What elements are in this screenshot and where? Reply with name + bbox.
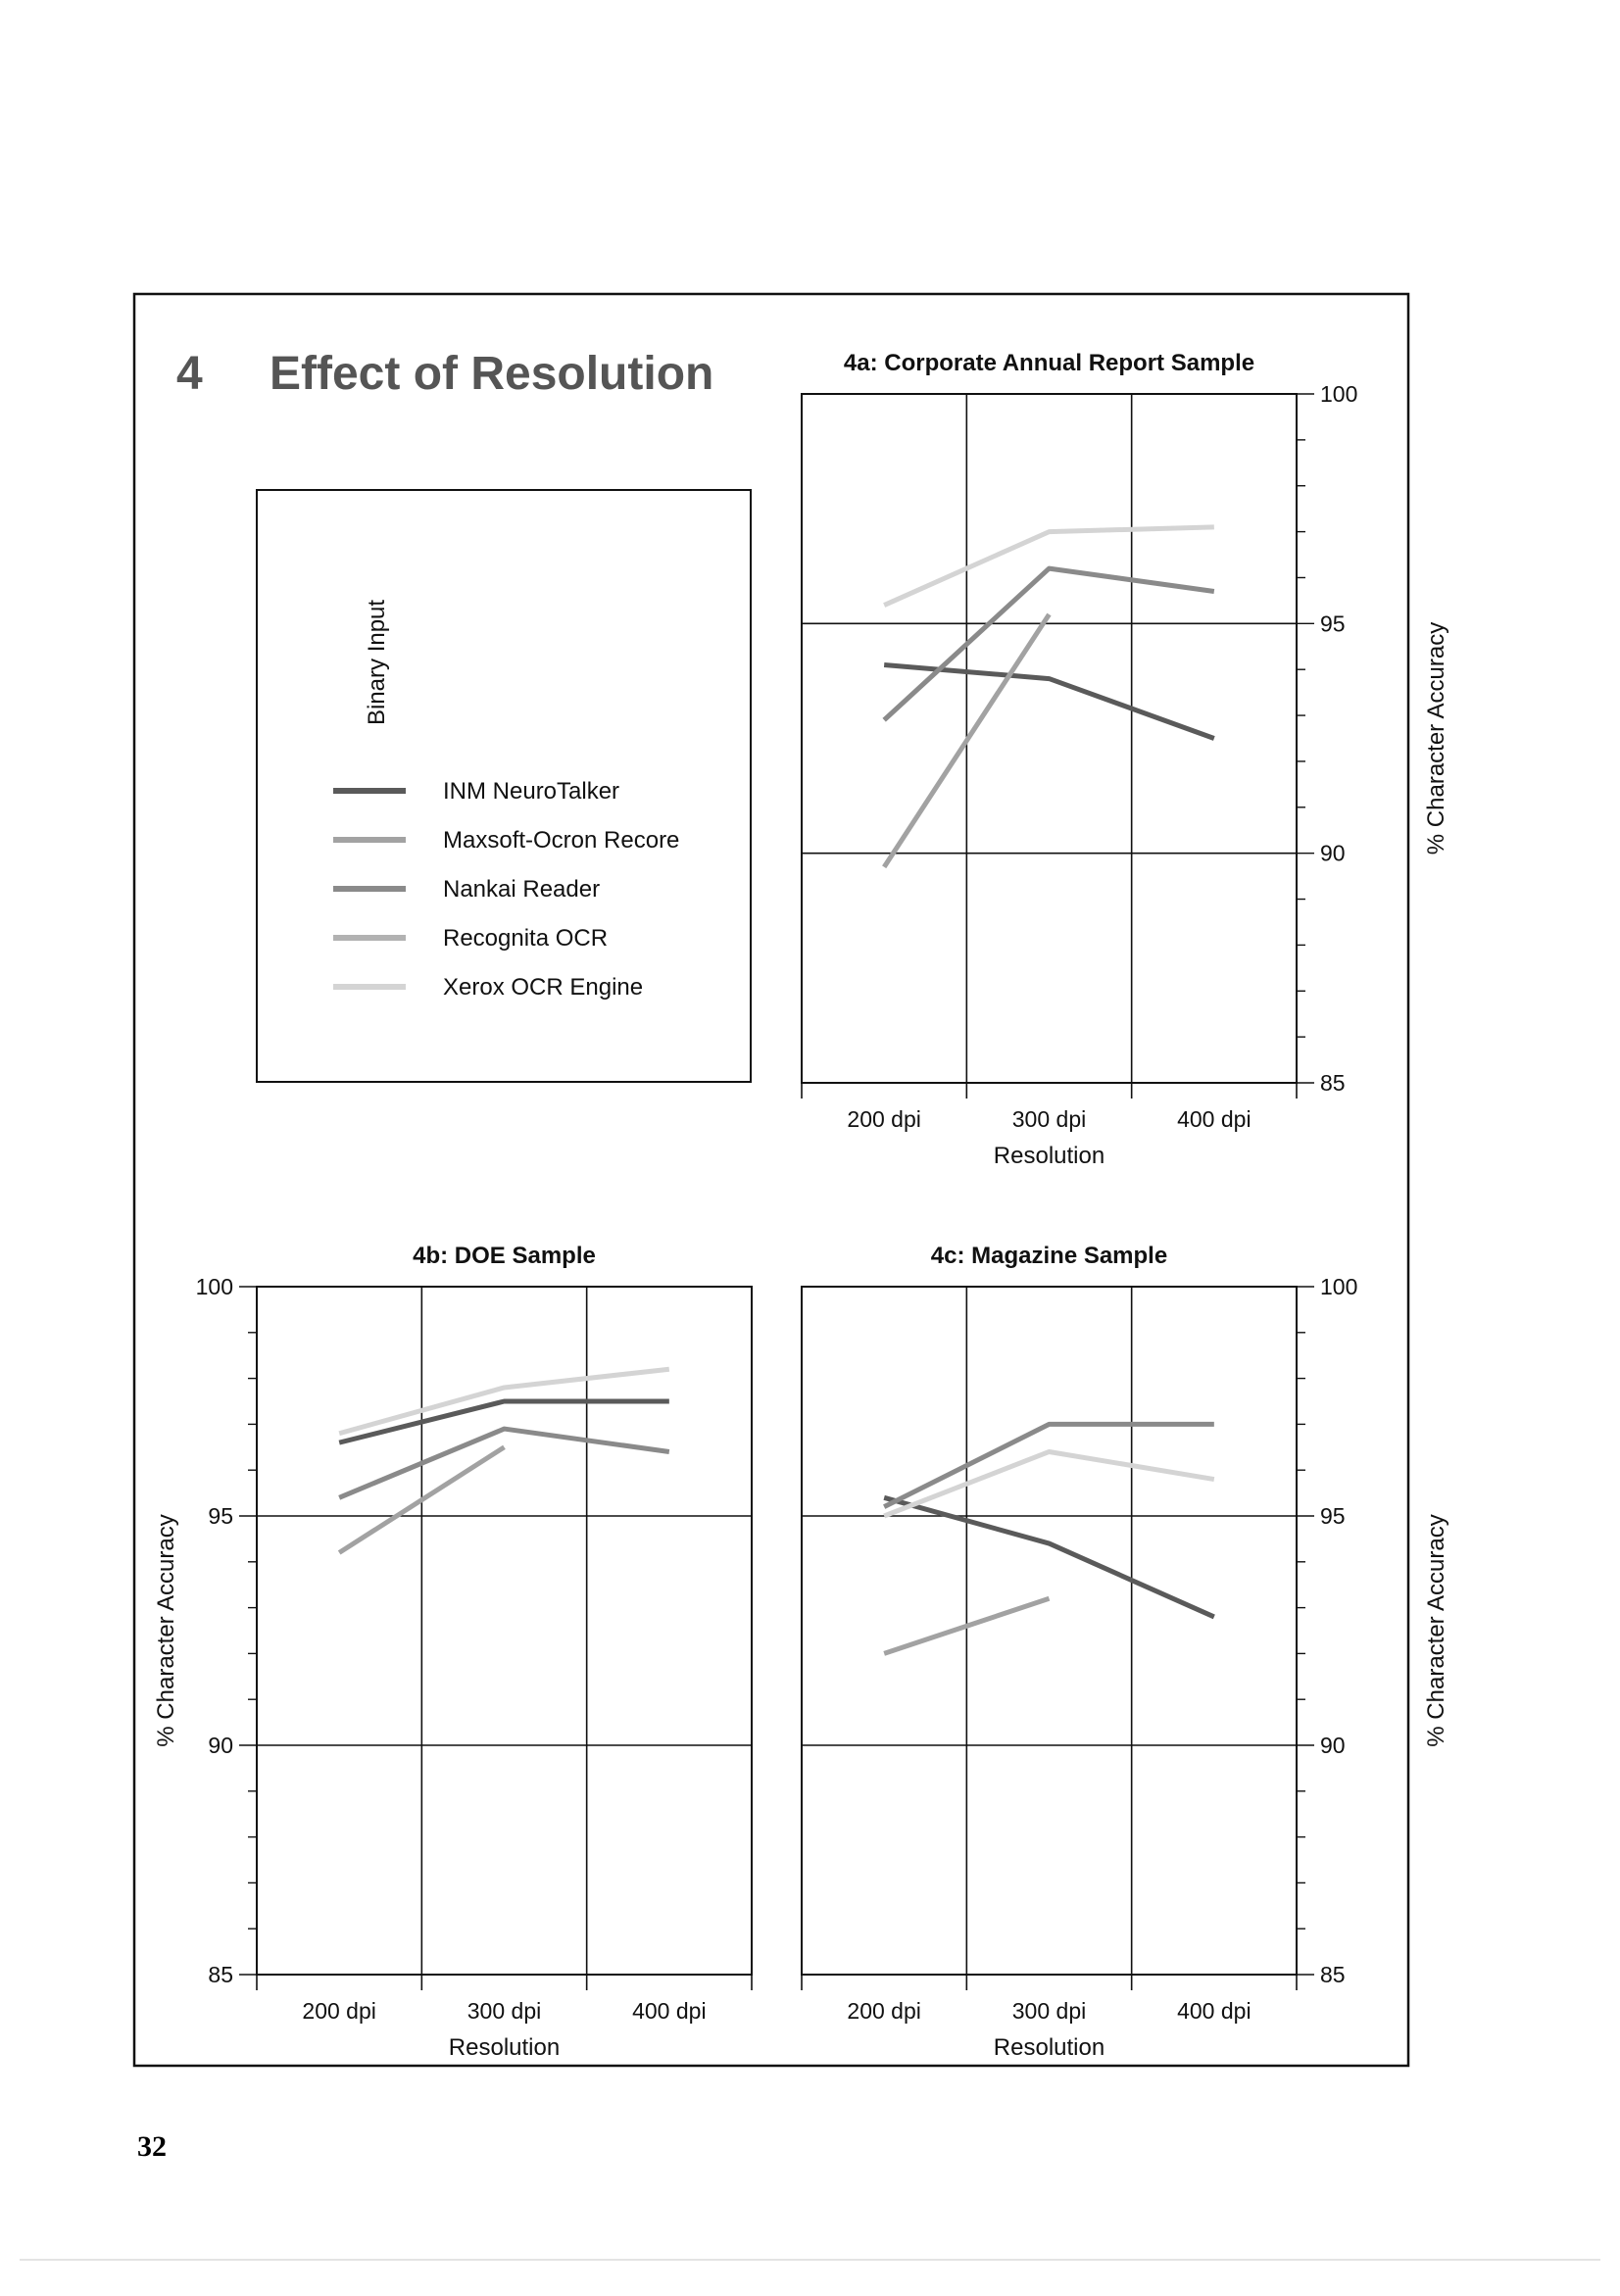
plot-area (256, 1286, 753, 1976)
plot-area (801, 393, 1298, 1084)
chart-title: 4c: Magazine Sample (931, 1243, 1167, 1269)
series-line-nankai-reader (338, 1426, 670, 1500)
section-title: Effect of Resolution (270, 348, 713, 400)
x-tick-label: 200 dpi (847, 1998, 920, 2024)
series-line-xerox-ocr-engine (883, 1448, 1215, 1519)
y-tick-label: 95 (1320, 611, 1346, 636)
series-line-inm-neurotalker (338, 1398, 669, 1445)
y-tick-label: 90 (208, 1733, 233, 1758)
x-tick-label: 300 dpi (467, 1998, 541, 2024)
series-line-nankai-reader (883, 1421, 1214, 1509)
y-axis-label: % Character Accuracy (153, 1514, 179, 1746)
series-line-inm-neurotalker (883, 1494, 1215, 1620)
x-tick-label: 300 dpi (1012, 1998, 1086, 2024)
chart-title: 4a: Corporate Annual Report Sample (844, 350, 1254, 376)
chart-4a: 4a: Corporate Annual Report Sample 200 dp… (801, 350, 1449, 1169)
x-tick-label: 200 dpi (847, 1106, 920, 1132)
series-line-xerox-ocr-engine (338, 1366, 670, 1437)
y-tick-label: 85 (208, 1962, 233, 1987)
x-axis-label: Resolution (994, 2034, 1105, 2061)
legend-heading: Binary Input (364, 600, 390, 725)
y-tick-label: 100 (196, 1274, 233, 1299)
legend-label-recognita-ocr: Recognita OCR (443, 925, 608, 952)
y-tick-label: 100 (1320, 1274, 1357, 1299)
y-tick-label: 90 (1320, 1733, 1346, 1758)
y-tick-label: 95 (1320, 1503, 1346, 1529)
series-line-maxsoft-ocron-recore (883, 1595, 1051, 1656)
legend-box (256, 489, 752, 1083)
series-line-xerox-ocr-engine (883, 524, 1214, 608)
series-line-maxsoft-ocron-recore (337, 1444, 506, 1555)
y-tick-label: 100 (1320, 381, 1357, 407)
chart-4b: 4b: DOE Sample 200 dpi 300 dpi 400 dpi Resol… (153, 1243, 753, 2061)
y-tick-label: 95 (208, 1503, 233, 1529)
page-number: 32 (137, 2130, 167, 2163)
y-tick-label: 85 (1320, 1070, 1346, 1096)
x-tick-label: 400 dpi (1177, 1106, 1251, 1132)
x-tick-label: 400 dpi (1177, 1998, 1251, 2024)
legend-label-maxsoft-ocron-recore: Maxsoft-Ocron Recore (443, 827, 679, 854)
legend-label-xerox-ocr-engine: Xerox OCR Engine (443, 974, 643, 1001)
plot-area (801, 1286, 1298, 1976)
legend-items: INM NeuroTalker Maxsoft-Ocron Recore Nanka… (333, 778, 679, 1001)
section-number: 4 (176, 348, 203, 400)
chart-4c: 4c: Magazine Sample 200 dpi 300 dpi 400 dpi… (801, 1243, 1449, 2061)
legend: Binary Input INM NeuroTalker Maxsoft-Ocro… (256, 489, 752, 1083)
y-axis-label: % Character Accuracy (1423, 1514, 1449, 1746)
series-line-maxsoft-ocron-recore (882, 612, 1052, 869)
x-tick-label: 200 dpi (302, 1998, 375, 2024)
legend-label-nankai-reader: Nankai Reader (443, 876, 600, 903)
y-axis-label: % Character Accuracy (1423, 622, 1449, 855)
x-axis-label: Resolution (449, 2034, 560, 2061)
series-line-nankai-reader (882, 565, 1215, 722)
x-tick-label: 400 dpi (632, 1998, 706, 2024)
x-axis-label: Resolution (994, 1143, 1105, 1169)
y-tick-label: 90 (1320, 841, 1346, 866)
figure-frame (132, 292, 1410, 2068)
x-tick-label: 300 dpi (1012, 1106, 1086, 1132)
y-tick-label: 85 (1320, 1962, 1346, 1987)
chart-title: 4b: DOE Sample (413, 1243, 596, 1269)
legend-label-inm-neurotalker: INM NeuroTalker (443, 778, 619, 805)
